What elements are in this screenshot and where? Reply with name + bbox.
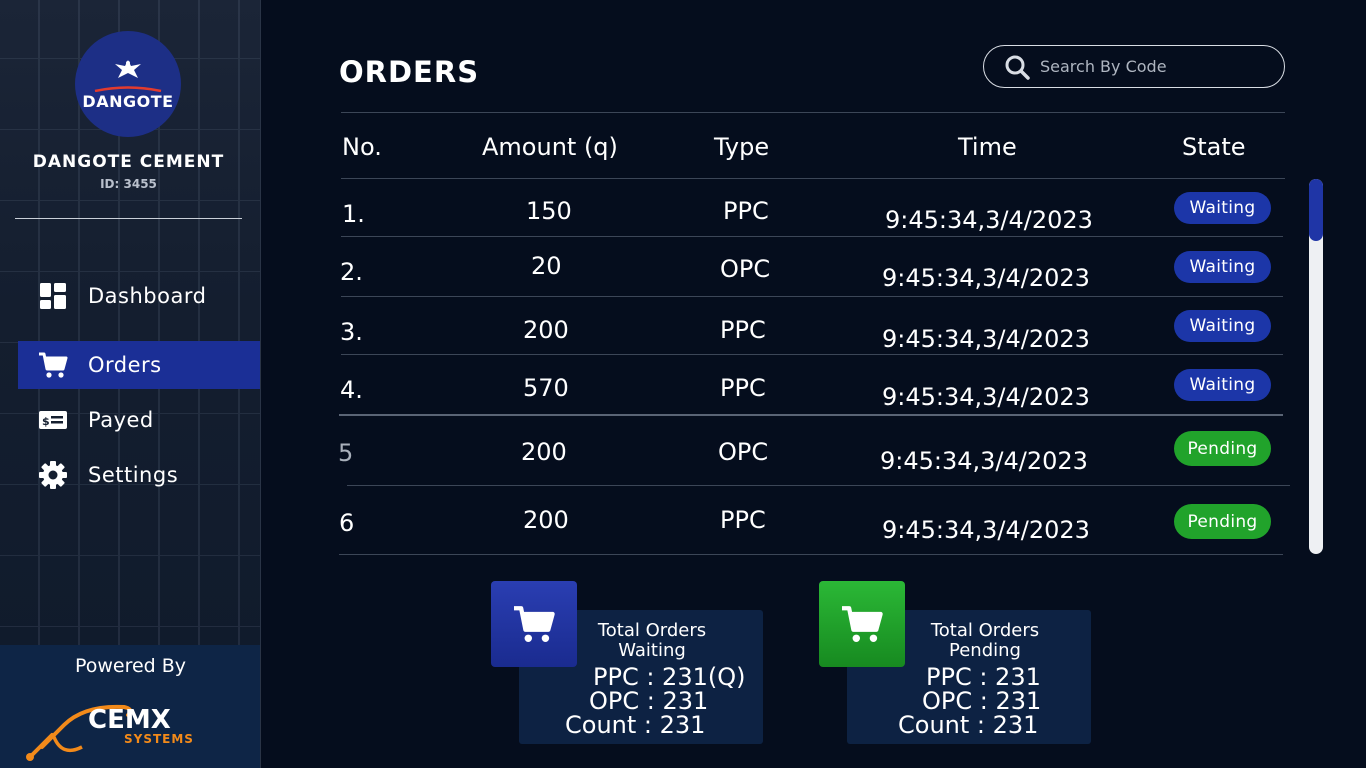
cell-no: 5 — [338, 439, 354, 467]
cell-type: PPC — [720, 316, 766, 344]
gear-icon — [38, 460, 68, 490]
summary-opc: OPC : 231 — [589, 687, 709, 715]
page-title: ORDERS — [339, 55, 480, 89]
company-id: ID: 3455 — [100, 177, 157, 191]
cell-amount: 200 — [521, 438, 567, 466]
summary-count: Count : 231 — [898, 711, 1039, 739]
row-divider — [339, 414, 1283, 416]
powered-by-label: Powered By — [74, 655, 187, 677]
search-box[interactable] — [983, 45, 1285, 88]
summary-title-line2: Waiting — [618, 640, 686, 661]
search-icon — [1005, 55, 1030, 80]
summary-opc: OPC : 231 — [922, 687, 1042, 715]
cemx-brand-text: CEMX — [88, 705, 171, 735]
summary-ppc: PPC : 231 — [926, 663, 1041, 691]
scrollbar-track[interactable] — [1309, 179, 1323, 554]
cell-type: OPC — [720, 255, 771, 283]
cell-amount: 570 — [523, 374, 569, 402]
dashboard-icon — [38, 281, 68, 311]
sidebar-divider — [15, 218, 242, 219]
status-badge: Waiting — [1174, 369, 1271, 401]
status-badge: Waiting — [1174, 192, 1271, 224]
cart-icon — [38, 350, 68, 380]
nav-item-orders[interactable]: Orders — [18, 341, 260, 389]
cell-no: 6 — [339, 509, 355, 537]
table-header-divider — [341, 178, 1285, 179]
cell-amount: 20 — [531, 252, 562, 280]
column-header-no: No. — [342, 133, 382, 161]
cemx-logo: CEMX SYSTEMS — [26, 704, 194, 761]
status-badge: Pending — [1174, 504, 1271, 539]
cemx-sub-text: SYSTEMS — [124, 732, 194, 746]
cart-icon — [819, 581, 905, 667]
scrollbar-thumb[interactable] — [1309, 179, 1323, 241]
row-divider — [341, 236, 1283, 237]
summary-title-waiting: Total Orders Waiting — [580, 621, 724, 661]
cell-type: PPC — [720, 374, 766, 402]
cell-type: PPC — [723, 197, 769, 225]
cell-type: OPC — [718, 438, 769, 466]
company-logo: DANGOTE — [75, 31, 181, 137]
row-divider — [347, 485, 1290, 486]
powered-by-panel: Powered By CEMX SYSTEMS — [0, 645, 260, 768]
cell-time: 9:45:34,3/4/2023 — [882, 325, 1090, 353]
cell-time: 9:45:34,3/4/2023 — [880, 447, 1088, 475]
nav-label-payed: Payed — [88, 408, 154, 432]
nav-item-payed[interactable]: $ Payed — [18, 396, 260, 444]
svg-text:$: $ — [42, 415, 50, 428]
cell-amount: 200 — [523, 316, 569, 344]
summary-ppc: PPC : 231(Q) — [593, 663, 746, 691]
cell-no: 3. — [340, 318, 363, 346]
column-header-amount: Amount (q) — [482, 133, 618, 161]
cell-time: 9:45:34,3/4/2023 — [885, 206, 1093, 234]
summary-title-line1: Total Orders — [930, 620, 1040, 641]
row-divider — [341, 296, 1283, 297]
cell-time: 9:45:34,3/4/2023 — [882, 383, 1090, 411]
cell-type: PPC — [720, 506, 766, 534]
nav-label-orders: Orders — [88, 353, 162, 377]
column-header-state: State — [1182, 133, 1246, 161]
logo-text: DANGOTE — [82, 91, 174, 111]
cell-no: 1. — [342, 200, 365, 228]
cell-no: 2. — [340, 258, 363, 286]
row-divider — [339, 554, 1283, 555]
cell-time: 9:45:34,3/4/2023 — [882, 516, 1090, 544]
eagle-icon — [115, 59, 141, 78]
cell-no: 4. — [340, 376, 363, 404]
summary-title-pending: Total Orders Pending — [913, 621, 1057, 661]
status-badge: Waiting — [1174, 251, 1271, 283]
table-top-divider — [341, 112, 1285, 113]
status-badge: Pending — [1174, 431, 1271, 466]
column-header-type: Type — [714, 133, 770, 161]
nav-label-dashboard: Dashboard — [88, 284, 207, 308]
nav-label-settings: Settings — [88, 463, 179, 487]
summary-count: Count : 231 — [565, 711, 706, 739]
cell-amount: 150 — [526, 197, 572, 225]
cell-time: 9:45:34,3/4/2023 — [882, 264, 1090, 292]
nav-item-settings[interactable]: Settings — [18, 451, 260, 499]
summary-title-line1: Total Orders — [597, 620, 707, 641]
row-divider — [341, 354, 1283, 355]
status-badge: Waiting — [1174, 310, 1271, 342]
cart-icon — [491, 581, 577, 667]
column-header-time: Time — [958, 133, 1017, 161]
logo-swoosh — [94, 85, 162, 92]
nav-item-dashboard[interactable]: Dashboard — [18, 272, 260, 320]
sidebar: DANGOTE DANGOTE CEMENT ID: 3455 Dashboar… — [0, 0, 261, 768]
search-input[interactable] — [1040, 57, 1260, 76]
company-name: DANGOTE CEMENT — [32, 152, 225, 172]
cash-icon: $ — [38, 405, 68, 435]
cell-amount: 200 — [523, 506, 569, 534]
summary-title-line2: Pending — [949, 640, 1021, 661]
